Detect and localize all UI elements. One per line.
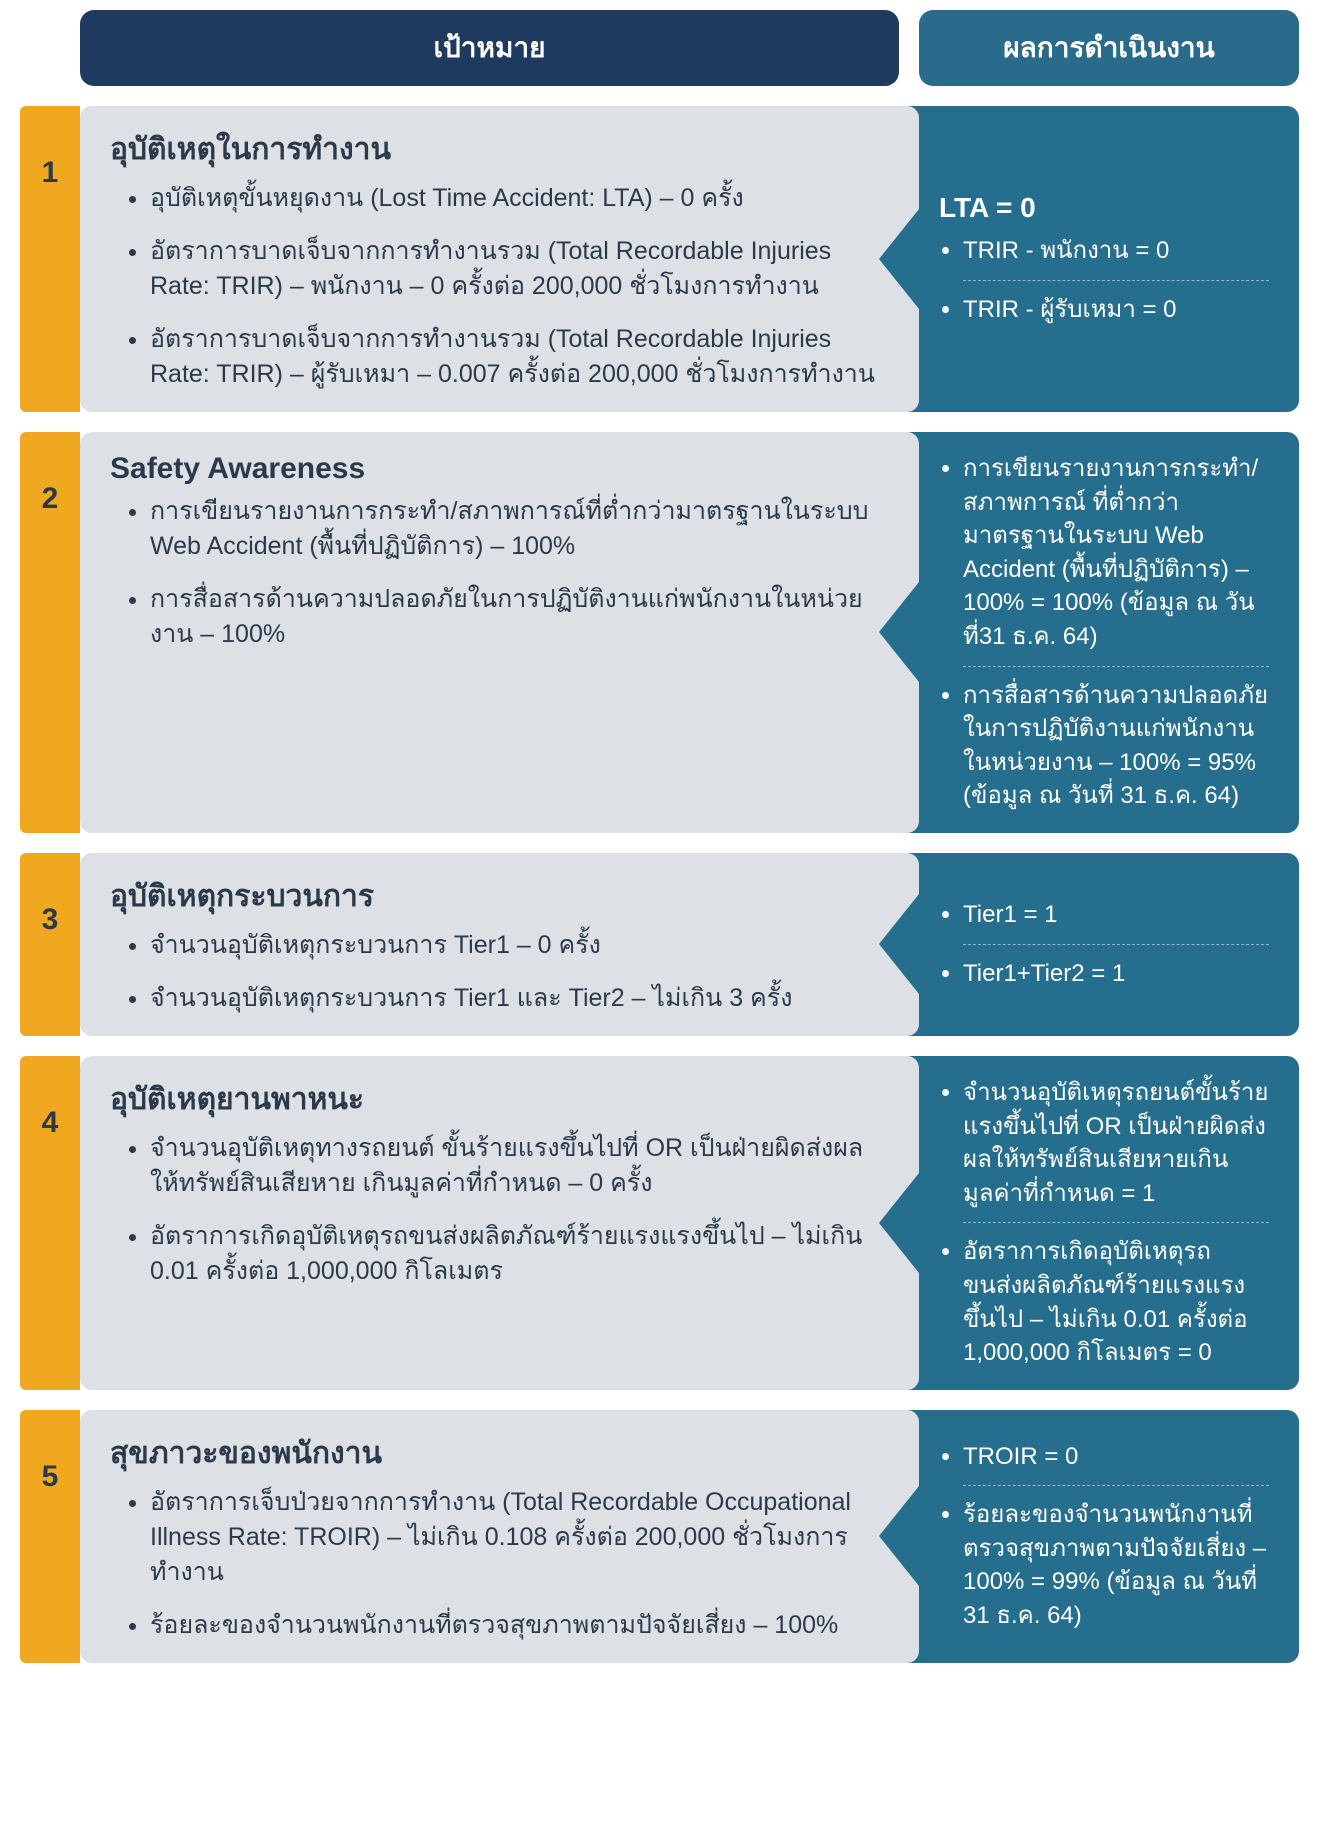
target-list: การเขียนรายงานการกระทำ/สภาพการณ์ที่ต่ำกว… — [110, 494, 889, 652]
result-item: TRIR - พนักงาน = 0 — [963, 234, 1269, 281]
target-item: อัตราการบาดเจ็บจากการทำงานรวม (Total Rec… — [150, 322, 889, 392]
target-item: อัตราการบาดเจ็บจากการทำงานรวม (Total Rec… — [150, 234, 889, 304]
result-item: Tier1+Tier2 = 1 — [963, 957, 1269, 991]
result-item: TROIR = 0 — [963, 1440, 1269, 1487]
header-row: เป้าหมาย ผลการดำเนินงาน — [80, 10, 1299, 86]
target-panel: อุบัติเหตุในการทำงานอุบัติเหตุขั้นหยุดงา… — [80, 106, 919, 412]
target-list: อัตราการเจ็บป่วยจากการทำงาน (Total Recor… — [110, 1485, 889, 1643]
row-number: 5 — [20, 1410, 80, 1663]
result-list: การเขียนรายงานการกระทำ/สภาพการณ์ ที่ต่ำก… — [939, 452, 1269, 813]
result-item: จำนวนอุบัติเหตุรถยนต์ขั้นร้ายแรงขึ้นไปที… — [963, 1076, 1269, 1223]
result-item: ร้อยละของจำนวนพนักงานที่ตรวจสุขภาพตามปัจ… — [963, 1498, 1269, 1632]
target-panel: อุบัติเหตุกระบวนการจำนวนอุบัติเหตุกระบวน… — [80, 853, 919, 1036]
result-panel: LTA = 0 TRIR - พนักงาน = 0 TRIR - ผู้รับเห… — [879, 106, 1299, 412]
row-2: 2 Safety Awareness การเขียนรายงานการกระทำ/… — [20, 432, 1299, 833]
row-5: 5สุขภาวะของพนักงานอัตราการเจ็บป่วยจากการ… — [20, 1410, 1299, 1663]
target-title: อุบัติเหตุยานพาหนะ — [110, 1076, 889, 1123]
result-item: TRIR - ผู้รับเหมา = 0 — [963, 293, 1269, 327]
result-item: การเขียนรายงานการกระทำ/สภาพการณ์ ที่ต่ำก… — [963, 452, 1269, 667]
arrow-icon — [879, 894, 919, 994]
target-item: จำนวนอุบัติเหตุกระบวนการ Tier1 – 0 ครั้ง — [150, 928, 889, 963]
target-panel: สุขภาวะของพนักงานอัตราการเจ็บป่วยจากการท… — [80, 1410, 919, 1663]
row-number: 3 — [20, 853, 80, 1036]
result-item: อัตราการเกิดอุบัติเหตุรถขนส่งผลิตภัณฑ์ร้… — [963, 1235, 1269, 1369]
arrow-icon — [879, 582, 919, 682]
target-list: อุบัติเหตุขั้นหยุดงาน (Lost Time Acciden… — [110, 181, 889, 392]
target-title: สุขภาวะของพนักงาน — [110, 1430, 889, 1477]
result-panel: การเขียนรายงานการกระทำ/สภาพการณ์ ที่ต่ำก… — [879, 432, 1299, 833]
result-panel: Tier1 = 1 Tier1+Tier2 = 1 — [879, 853, 1299, 1036]
row-1: 1อุบัติเหตุในการทำงานอุบัติเหตุขั้นหยุดง… — [20, 106, 1299, 412]
row-number: 2 — [20, 432, 80, 833]
row-4: 4อุบัติเหตุยานพาหนะจำนวนอุบัติเหตุทางรถย… — [20, 1056, 1299, 1390]
arrow-icon — [879, 1173, 919, 1273]
result-panel: TROIR = 0 ร้อยละของจำนวนพนักงานที่ตรวจสุข… — [879, 1410, 1299, 1663]
result-list: จำนวนอุบัติเหตุรถยนต์ขั้นร้ายแรงขึ้นไปที… — [939, 1076, 1269, 1370]
result-list: Tier1 = 1 Tier1+Tier2 = 1 — [939, 898, 1269, 990]
result-item: การสื่อสารด้านความปลอดภัยในการปฏิบัติงาน… — [963, 679, 1269, 813]
row-number: 1 — [20, 106, 80, 412]
target-item: อัตราการเจ็บป่วยจากการทำงาน (Total Recor… — [150, 1485, 889, 1590]
target-panel: Safety Awareness การเขียนรายงานการกระทำ/ส… — [80, 432, 919, 833]
target-panel: อุบัติเหตุยานพาหนะจำนวนอุบัติเหตุทางรถยน… — [80, 1056, 919, 1390]
target-item: อุบัติเหตุขั้นหยุดงาน (Lost Time Acciden… — [150, 181, 889, 216]
target-item: การเขียนรายงานการกระทำ/สภาพการณ์ที่ต่ำกว… — [150, 494, 889, 564]
header-tab-result: ผลการดำเนินงาน — [919, 10, 1299, 86]
target-item: จำนวนอุบัติเหตุทางรถยนต์ ขั้นร้ายแรงขึ้น… — [150, 1131, 889, 1201]
header-tab-target: เป้าหมาย — [80, 10, 899, 86]
target-title: อุบัติเหตุในการทำงาน — [110, 126, 889, 173]
target-title: Safety Awareness — [110, 452, 889, 486]
target-title: อุบัติเหตุกระบวนการ — [110, 873, 889, 920]
result-panel: จำนวนอุบัติเหตุรถยนต์ขั้นร้ายแรงขึ้นไปที… — [879, 1056, 1299, 1390]
target-list: จำนวนอุบัติเหตุกระบวนการ Tier1 – 0 ครั้ง… — [110, 928, 889, 1016]
result-list: TROIR = 0 ร้อยละของจำนวนพนักงานที่ตรวจสุข… — [939, 1440, 1269, 1633]
rows-container: 1อุบัติเหตุในการทำงานอุบัติเหตุขั้นหยุดง… — [20, 106, 1299, 1663]
target-item: การสื่อสารด้านความปลอดภัยในการปฏิบัติงาน… — [150, 582, 889, 652]
target-item: ร้อยละของจำนวนพนักงานที่ตรวจสุขภาพตามปัจ… — [150, 1608, 889, 1643]
target-list: จำนวนอุบัติเหตุทางรถยนต์ ขั้นร้ายแรงขึ้น… — [110, 1131, 889, 1289]
arrow-icon — [879, 209, 919, 309]
row-number: 4 — [20, 1056, 80, 1390]
row-3: 3อุบัติเหตุกระบวนการจำนวนอุบัติเหตุกระบว… — [20, 853, 1299, 1036]
arrow-icon — [879, 1486, 919, 1586]
result-list: TRIR - พนักงาน = 0 TRIR - ผู้รับเหมา = 0 — [939, 234, 1269, 326]
result-title: LTA = 0 — [939, 192, 1269, 224]
target-item: จำนวนอุบัติเหตุกระบวนการ Tier1 และ Tier2… — [150, 981, 889, 1016]
target-item: อัตราการเกิดอุบัติเหตุรถขนส่งผลิตภัณฑ์ร้… — [150, 1219, 889, 1289]
result-item: Tier1 = 1 — [963, 898, 1269, 945]
